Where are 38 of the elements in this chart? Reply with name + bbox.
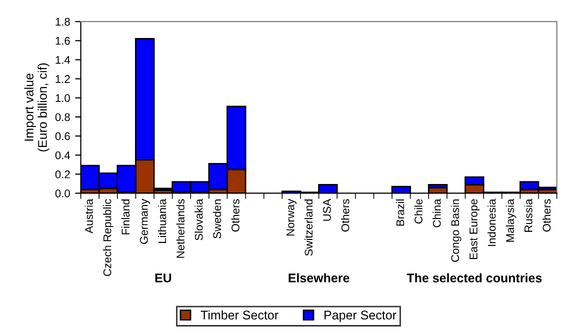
x-tick-label: China xyxy=(432,198,441,228)
x-tick-label: Czech Republic xyxy=(103,199,114,276)
legend-label: Paper Sector xyxy=(324,310,396,322)
y-tick-label: 1.0 xyxy=(56,94,70,102)
x-tick-label: Austria xyxy=(84,198,93,234)
y-tick-label: 1.6 xyxy=(56,36,70,45)
x-tick-label: Lithuania xyxy=(158,198,166,243)
text: The selected countries xyxy=(406,273,542,282)
y-tick-label: 1.2 xyxy=(56,75,70,83)
x-tick-label: Sweden xyxy=(212,200,222,238)
x-tick-label: Indonesia xyxy=(488,198,496,246)
y-tick-label: 0.0 xyxy=(55,189,70,198)
x-tick-label: Others xyxy=(341,199,350,232)
y-tick-label: 0.8 xyxy=(55,113,70,122)
x-tick-label: Finland xyxy=(121,199,130,234)
y-tick-label: 1.4 xyxy=(56,56,70,64)
x-tick-label: Switzerland xyxy=(304,199,313,256)
x-tick-label: Norway xyxy=(286,198,297,236)
x-tick-label: Netherlands xyxy=(176,199,184,258)
y-axis-title: Import value (Euro billion, cif) xyxy=(24,63,50,152)
x-tick-label: Russia xyxy=(524,198,532,232)
x-tick-label: USA xyxy=(323,198,331,221)
text: Elsewhere xyxy=(288,273,350,282)
x-tick-label: Others xyxy=(231,199,240,232)
y-tick-label: 0.6 xyxy=(55,132,70,140)
x-tick-label: East Europe xyxy=(470,199,480,260)
y-tick-label: 0.2 xyxy=(55,170,70,178)
x-tick-label: Brazil xyxy=(396,200,404,226)
x-tick-label: Chile xyxy=(414,199,422,224)
legend-label: Timber Sector xyxy=(200,310,278,320)
y-tick-label: 0.4 xyxy=(55,151,70,160)
x-tick-label: Malaysia xyxy=(506,198,516,242)
x-tick-label: Slovakia xyxy=(194,198,203,240)
text: EU xyxy=(155,274,172,282)
x-tick-label: Germany xyxy=(140,198,150,244)
y-tick-label: 1.8 xyxy=(56,18,70,26)
x-tick-label: Others xyxy=(542,199,551,232)
x-tick-label: Congo Basin xyxy=(450,199,462,262)
